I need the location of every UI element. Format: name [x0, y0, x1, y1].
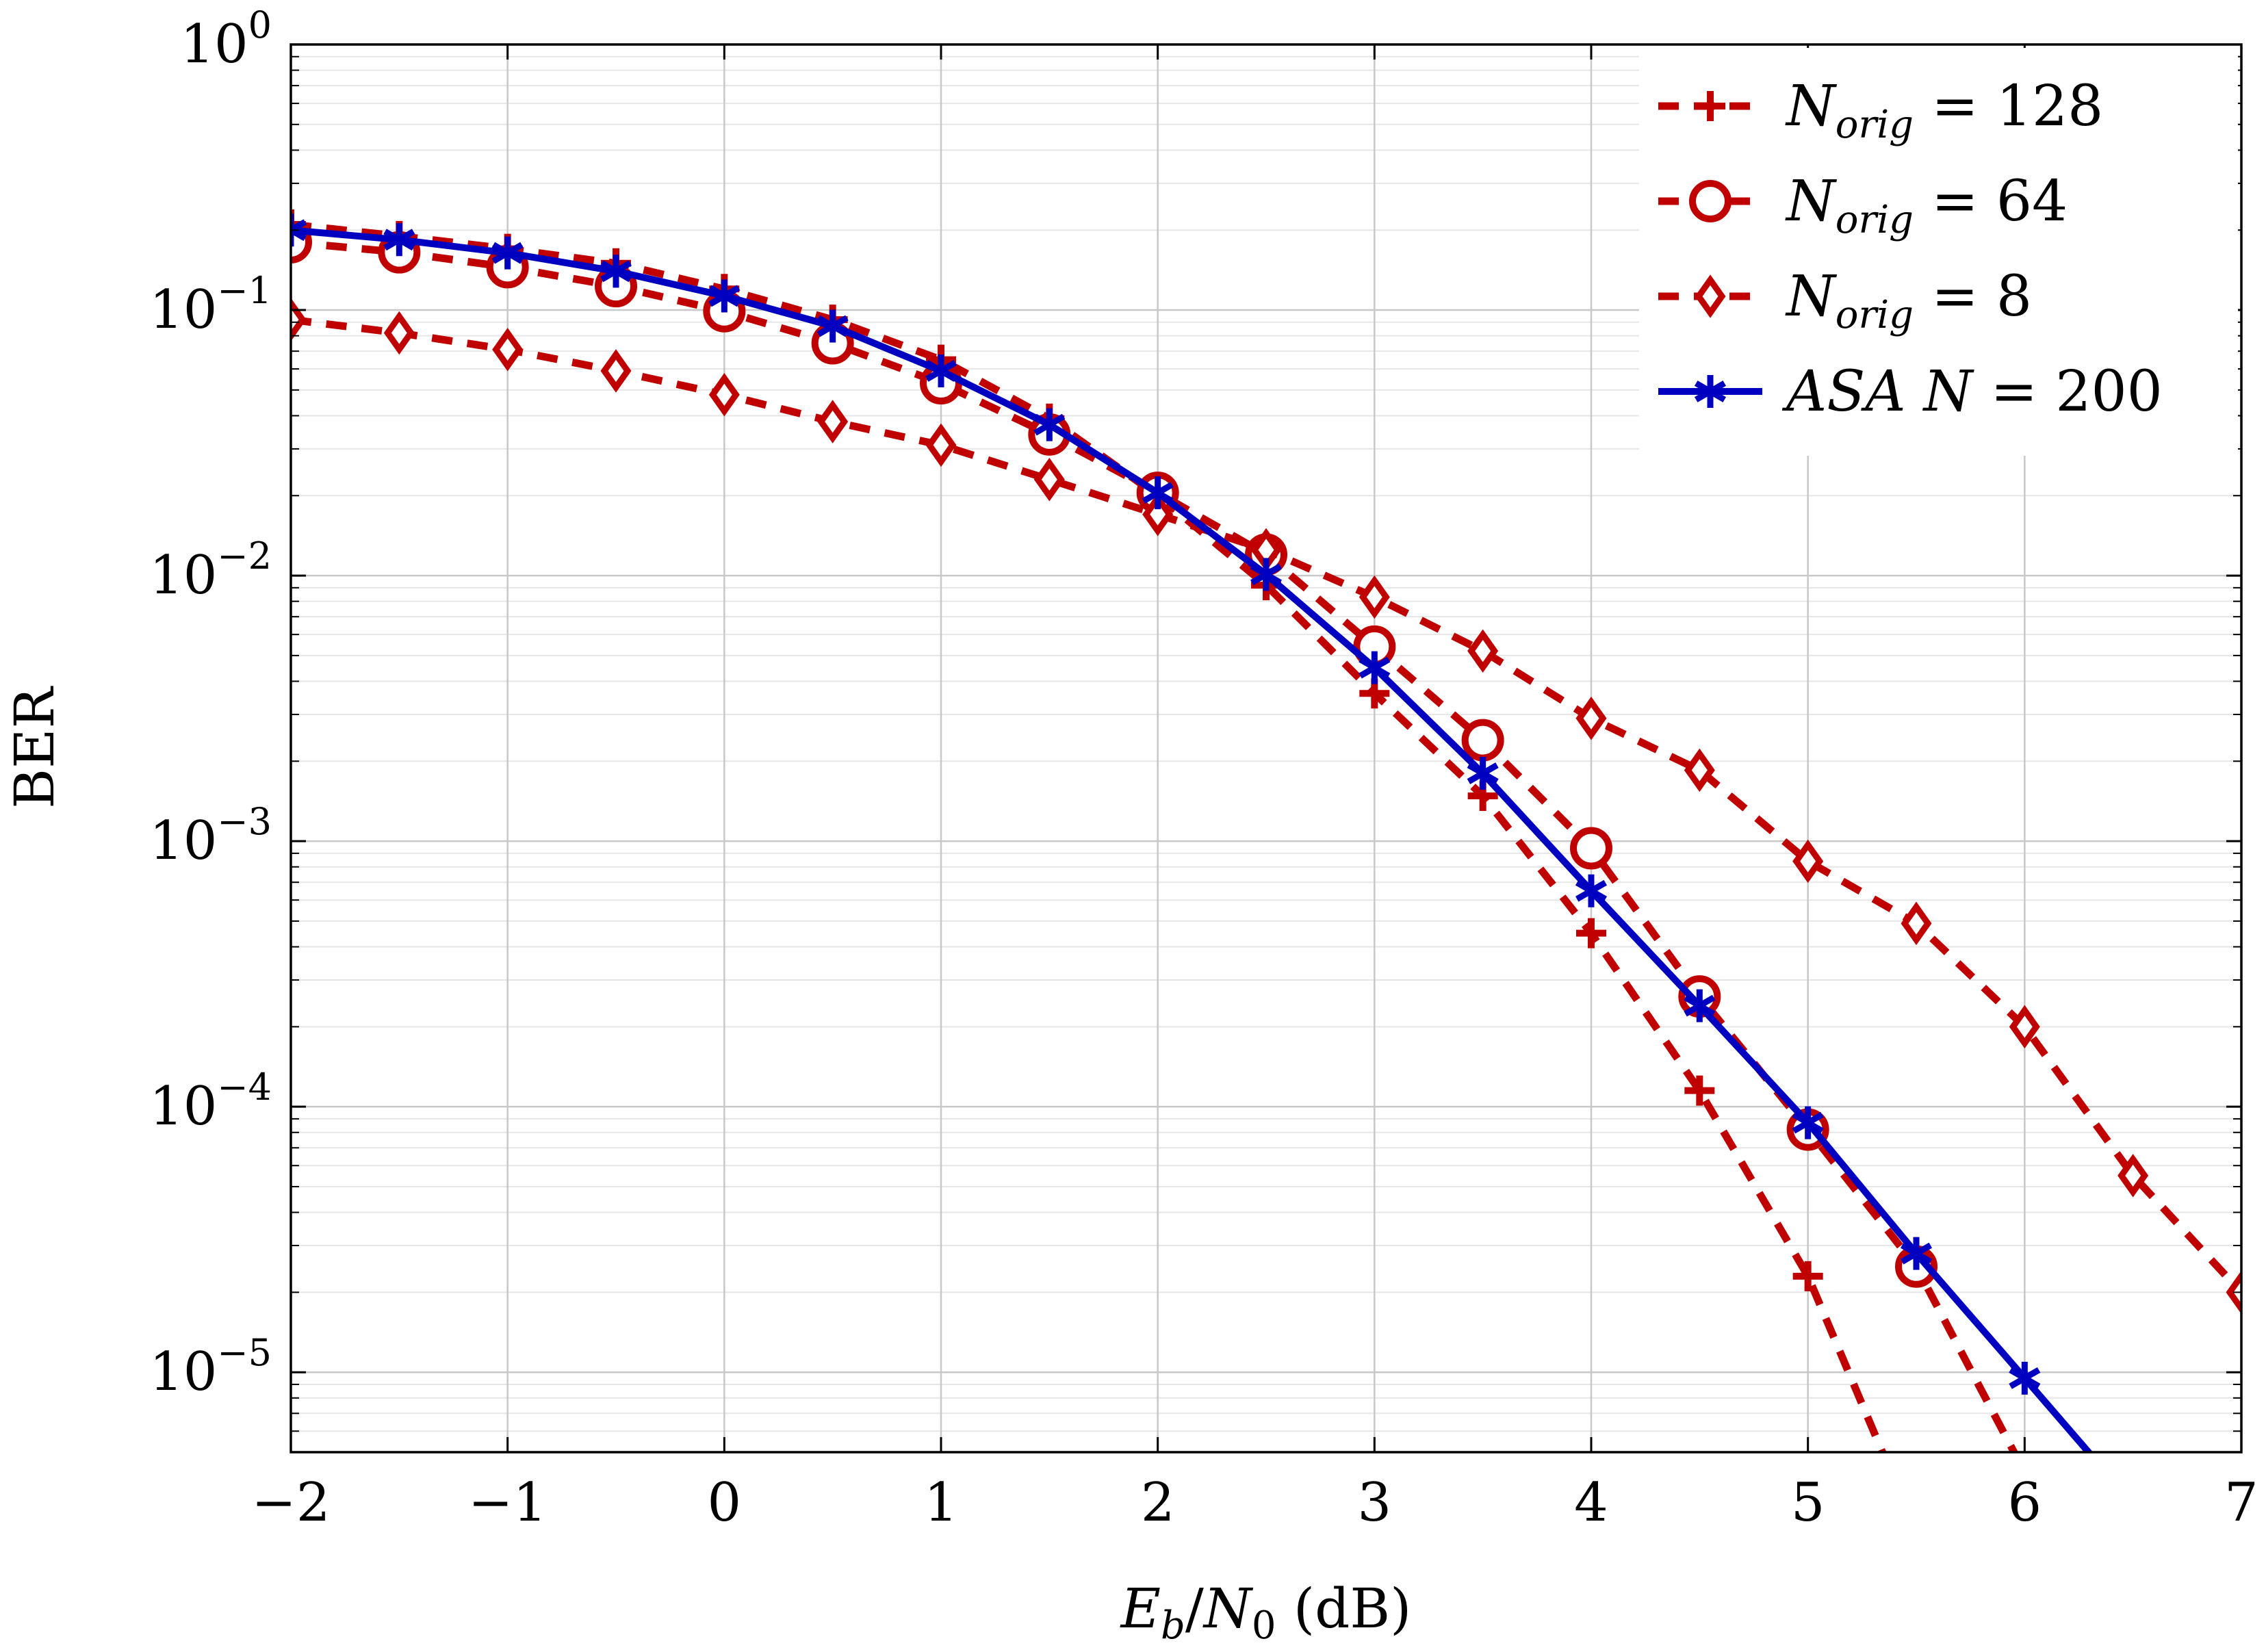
data-point-asterisk [1575, 874, 1608, 907]
data-point-diamond [1359, 575, 1390, 619]
legend-label: Norig = 8 [1785, 264, 2032, 337]
data-point-diamond [708, 372, 740, 417]
data-point-diamond [1575, 696, 1607, 740]
data-point-asterisk [1142, 476, 1174, 510]
x-tick-label: −1 [468, 1472, 547, 1534]
y-tick-label: 10−3 [149, 800, 272, 872]
legend-marker-plus [1695, 91, 1725, 121]
data-point-asterisk [1684, 989, 1716, 1022]
x-tick-label: 5 [1791, 1472, 1825, 1534]
legend-entry: Norig = 8 [1658, 264, 2032, 337]
data-point-asterisk [1792, 1106, 1824, 1139]
x-axis-title: Eb/N0 (dB) [1120, 1577, 1412, 1648]
data-point-asterisk [491, 236, 524, 270]
legend-marker-diamond [1695, 274, 1726, 318]
data-point-asterisk [925, 354, 957, 387]
x-tick-label: −2 [252, 1472, 331, 1534]
legend-label: Norig = 64 [1785, 169, 2068, 242]
data-point-diamond [1467, 629, 1499, 673]
data-point-diamond [1792, 839, 1824, 883]
x-tick-labels: −2 −1 0 1 2 3 4 5 6 7 [252, 1472, 2258, 1534]
x-tick-label: 7 [2224, 1472, 2258, 1534]
data-point-plus [1576, 918, 1606, 948]
y-tick-label: 10−4 [149, 1066, 272, 1137]
data-point-plus [1684, 1075, 1715, 1106]
x-tick-label: 0 [708, 1472, 742, 1534]
legend-label: Norig = 128 [1785, 74, 2103, 147]
series-line [291, 227, 2094, 1452]
y-tick-labels: 100 10−1 10−2 10−3 10−4 10−5 [149, 3, 272, 1403]
x-tick-label: 3 [1358, 1472, 1392, 1534]
data-point-diamond [492, 327, 524, 372]
data-point-circle [1570, 827, 1612, 870]
plot-frame [289, 43, 2243, 1454]
legend: Norig = 128 Norig = 64 Norig = 8 ASA N = 20… [1639, 48, 2238, 456]
legend-label: ASA N = 200 [1781, 359, 2163, 424]
data-point-diamond [1142, 492, 1174, 537]
data-point-diamond [383, 311, 415, 355]
data-point-asterisk [1467, 757, 1499, 790]
legend-box [1639, 48, 2238, 456]
legend-entry: ASA N = 200 [1658, 359, 2163, 424]
y-tick-label: 100 [180, 3, 272, 75]
legend-marker-circle [1689, 180, 1731, 222]
data-point-asterisk [383, 223, 415, 257]
y-tick-label: 10−5 [149, 1331, 272, 1403]
y-axis-title: BER [3, 686, 66, 809]
data-point-circle [1461, 719, 1504, 762]
data-point-asterisk [1250, 558, 1283, 591]
data-point-asterisk [600, 255, 632, 288]
data-point-asterisk [816, 309, 849, 343]
legend-entry: Norig = 128 [1658, 74, 2103, 147]
data-point-diamond [1901, 901, 1932, 946]
x-tick-label: 1 [924, 1472, 958, 1534]
data-point-diamond [2117, 1154, 2149, 1198]
y-tick-label: 10−1 [149, 269, 272, 341]
data-point-asterisk [291, 214, 307, 247]
data-point-plus [1792, 1261, 1823, 1291]
data-point-diamond [600, 349, 632, 393]
data-point-asterisk [2009, 1361, 2041, 1395]
data-point-asterisk [1359, 651, 1391, 684]
x-tick-label: 2 [1141, 1472, 1175, 1534]
series-layer [291, 209, 2241, 1452]
data-point-diamond [1684, 748, 1715, 792]
y-tick-label: 10−2 [149, 534, 272, 606]
legend-entry: Norig = 64 [1658, 169, 2068, 242]
series-4 [291, 214, 2094, 1452]
series-3 [291, 298, 2241, 1315]
data-point-diamond [291, 298, 307, 341]
data-point-asterisk [1900, 1237, 1933, 1270]
data-point-diamond [1033, 457, 1065, 502]
legend-marker-asterisk [1694, 375, 1727, 408]
data-point-asterisk [1033, 408, 1066, 441]
x-tick-label: 6 [2008, 1472, 2042, 1534]
data-point-diamond [817, 400, 849, 443]
data-point-asterisk [708, 279, 741, 313]
data-point-diamond [925, 423, 957, 467]
data-point-diamond [2009, 1005, 2040, 1049]
x-tick-label: 4 [1574, 1472, 1608, 1534]
